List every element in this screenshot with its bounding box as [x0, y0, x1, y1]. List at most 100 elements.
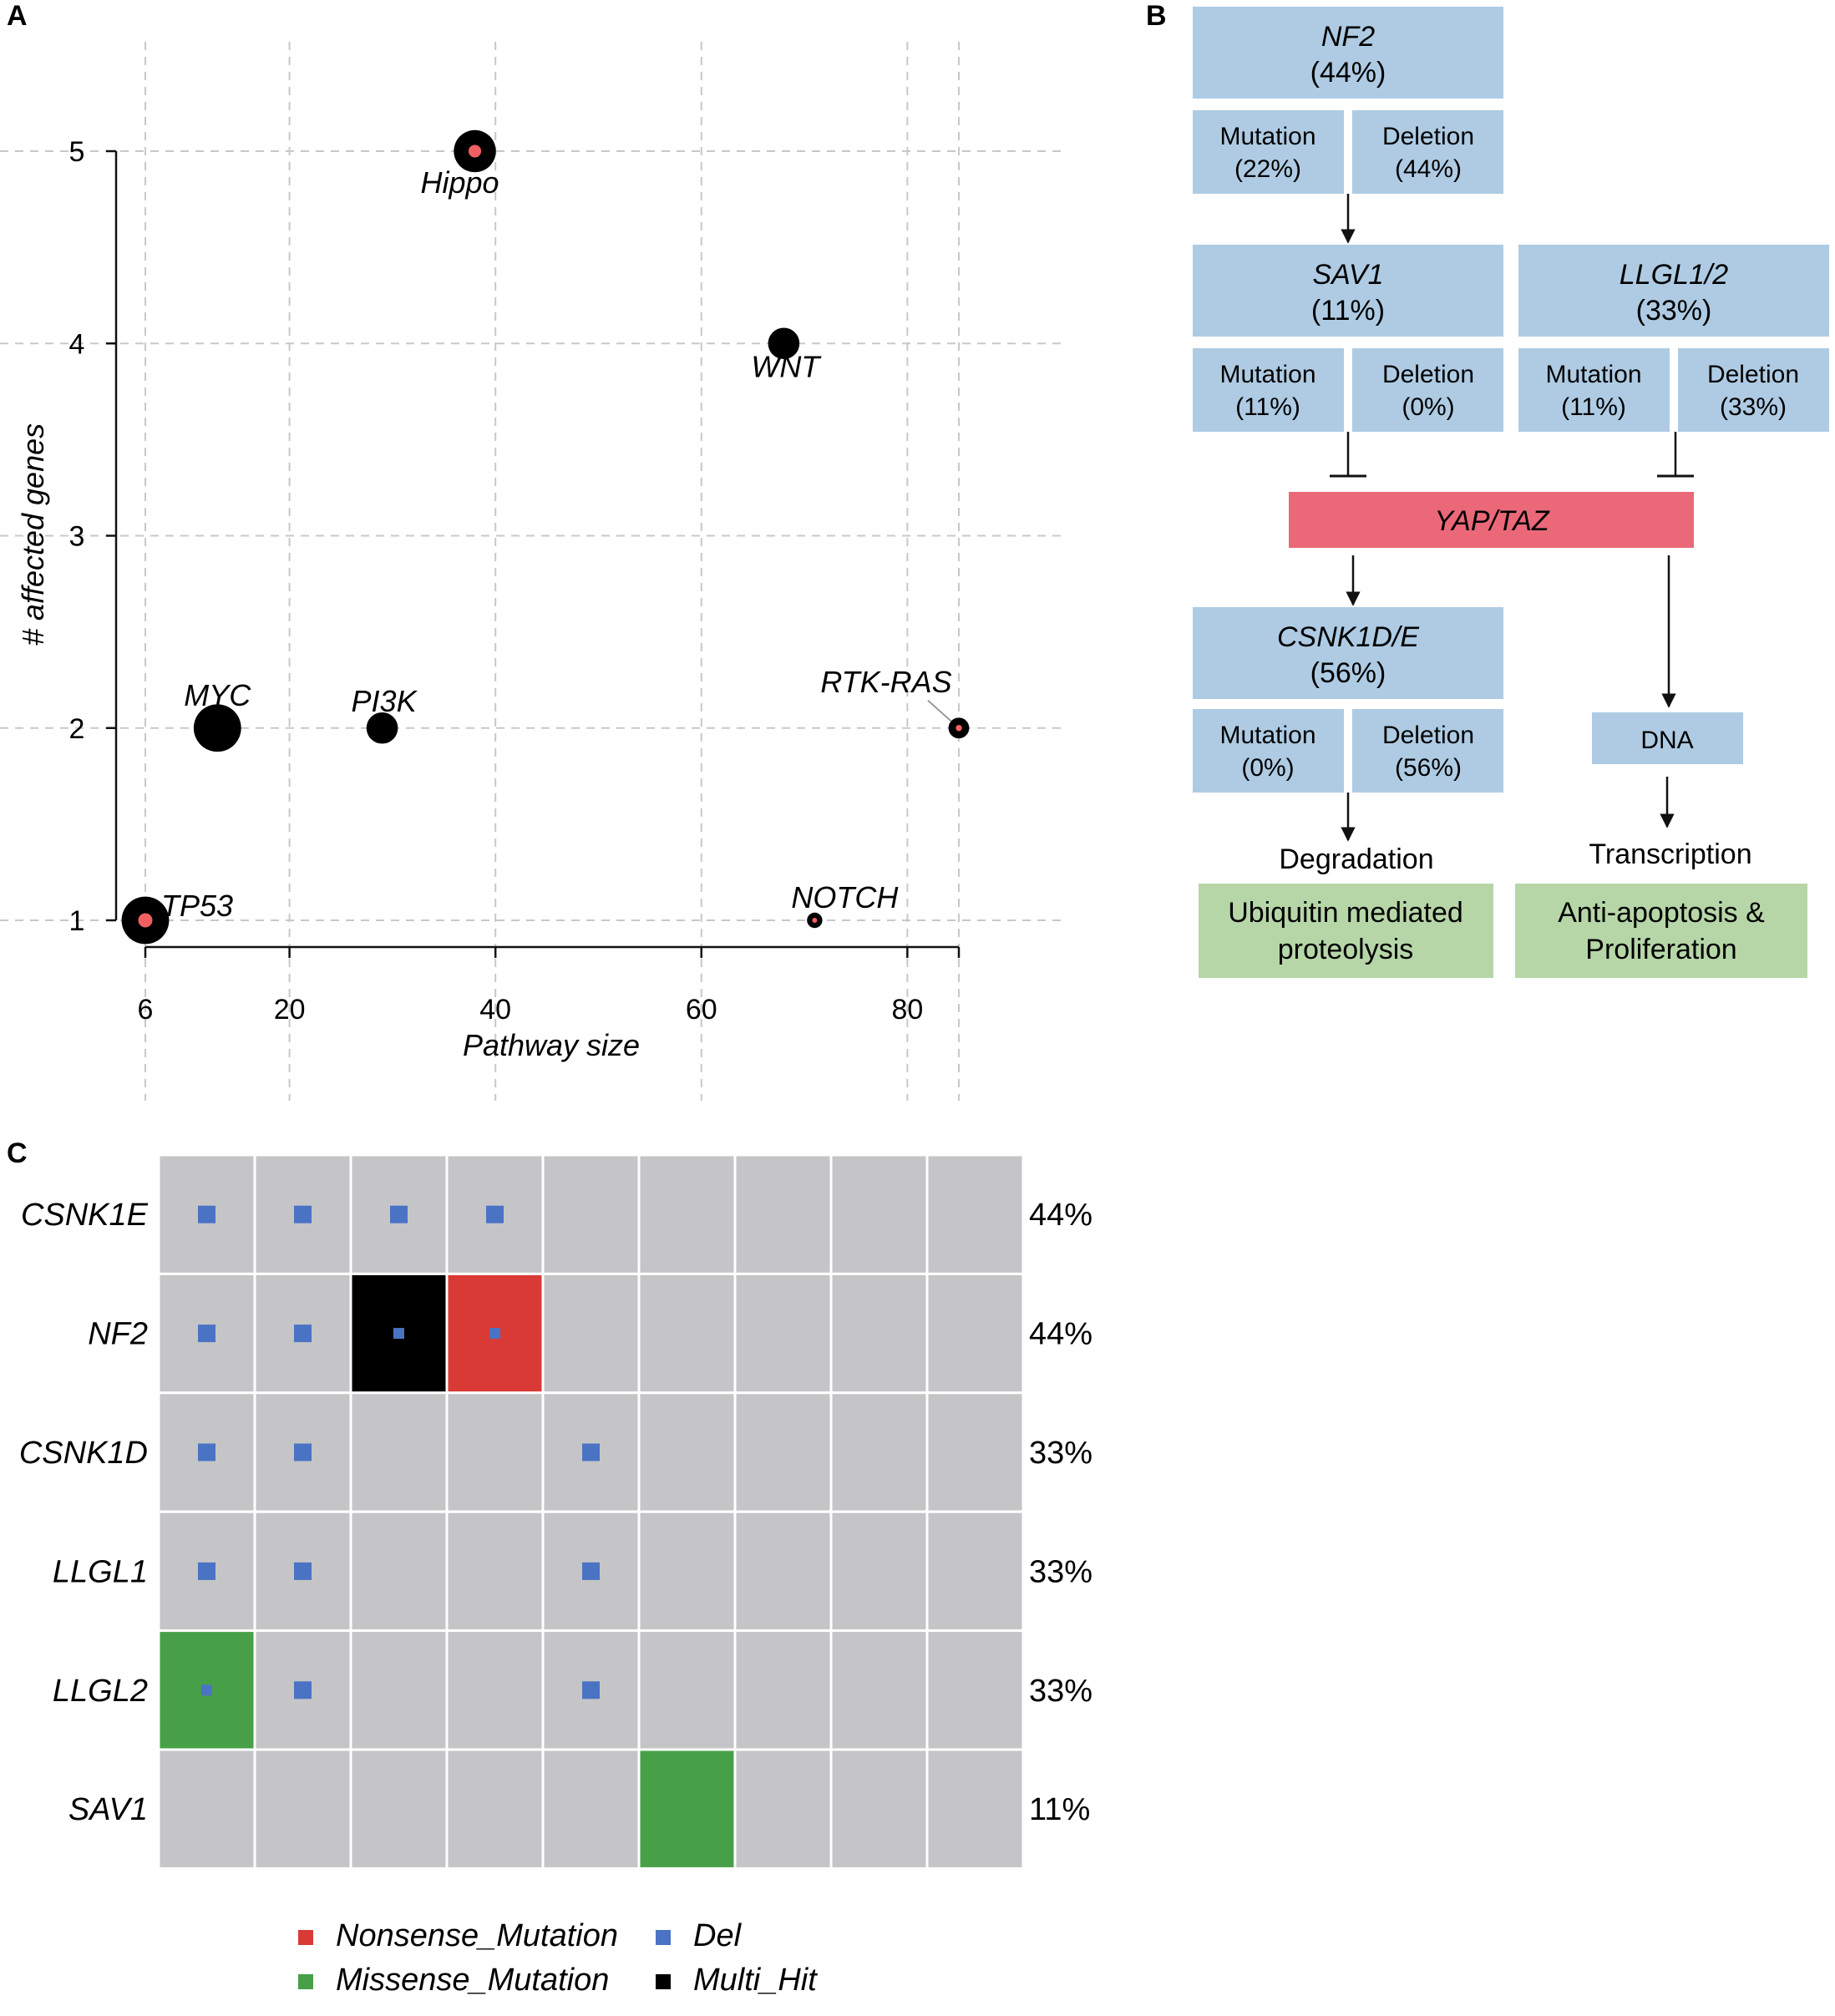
heat-cell [733, 1748, 833, 1870]
gene-label-csnk1e: CSNK1E [21, 1198, 149, 1233]
yap-taz-label: YAP/TAZ [1434, 505, 1550, 537]
heat-cell [637, 1748, 737, 1870]
heat-cell [637, 1391, 737, 1513]
heat-cell [733, 1629, 833, 1751]
antiapoptosis-line-1: Anti-apoptosis & [1558, 897, 1765, 929]
x-tick-label: 40 [479, 994, 511, 1026]
ubiquitin-line-1: Ubiquitin mediated [1228, 897, 1463, 929]
heat-cell [637, 1510, 737, 1633]
x-tick-label: 80 [891, 994, 923, 1026]
heat-cell [829, 1391, 929, 1513]
heat-cell [829, 1272, 929, 1395]
yap-taz-box [1289, 492, 1694, 548]
gene-percent: 33% [1029, 1674, 1092, 1709]
heat-cell [349, 1748, 449, 1870]
del-marker [198, 1562, 215, 1580]
nf2-mutation-box [1193, 110, 1344, 194]
llgl-box [1518, 245, 1829, 337]
csnk-pct: (56%) [1310, 657, 1386, 689]
nf2-deletion-pct: (44%) [1395, 155, 1462, 183]
del-marker [294, 1562, 312, 1580]
y-tick-label: 5 [69, 136, 85, 168]
nf2-pct: (44%) [1310, 57, 1386, 89]
del-marker [294, 1443, 312, 1461]
point-core-tp53 [138, 913, 153, 928]
heat-cell [253, 1748, 352, 1870]
heat-cell [733, 1510, 833, 1633]
legend-swatch-multi [656, 1974, 671, 1989]
x-axis-title: Pathway size [463, 1028, 640, 1062]
y-tick-label: 2 [69, 713, 85, 745]
heat-cell [349, 1629, 449, 1751]
del-marker [582, 1443, 600, 1461]
sav1-pct: (11%) [1311, 295, 1385, 327]
heat-cell [925, 1748, 1025, 1870]
heat-cell [829, 1629, 929, 1751]
heat-cell [829, 1748, 929, 1870]
heat-cell [349, 1391, 449, 1513]
csnk-mutation-label: Mutation [1219, 722, 1315, 749]
llgl-mutation-box [1518, 348, 1670, 432]
point-label-wnt: WNT [751, 349, 822, 383]
point-core-hippo [468, 144, 482, 158]
point-label-pi3k: PI3K [352, 684, 418, 718]
del-marker [294, 1325, 312, 1343]
csnk-deletion-pct: (56%) [1395, 754, 1462, 782]
point-label-notch: NOTCH [791, 880, 899, 914]
sav1-mutation-box [1193, 348, 1344, 432]
heat-cell [349, 1510, 449, 1633]
nf2-mutation-label: Mutation [1219, 123, 1315, 150]
sav1-deletion-label: Deletion [1382, 361, 1474, 388]
gene-percent: 11% [1029, 1792, 1090, 1827]
sav1-mutation-label: Mutation [1219, 361, 1315, 388]
heat-cell [733, 1153, 833, 1275]
sav1-name: SAV1 [1312, 259, 1383, 291]
transcription-label: Transcription [1589, 838, 1751, 870]
scatter-plot: 1 2 3 4 5 6 20 40 60 80 Pathway size # affected gen… [0, 42, 1061, 1101]
csnk-mutation-pct: (0%) [1241, 754, 1294, 782]
sav1-deletion-pct: (0%) [1402, 393, 1454, 421]
del-marker [294, 1205, 312, 1223]
del-marker [198, 1443, 215, 1461]
sav1-deletion-box [1352, 348, 1503, 432]
dna-label: DNA [1640, 727, 1693, 754]
point-label-myc: MYC [184, 678, 251, 712]
antiapoptosis-line-2: Proliferation [1585, 934, 1736, 965]
del-marker [201, 1684, 212, 1696]
gene-label-llgl1: LLGL1 [53, 1554, 148, 1589]
heat-cell [541, 1272, 641, 1395]
oncoplot: CSNK1E 44% NF2 44% CSNK1D 33% LLGL1 33% LLGL2 33%… [19, 1153, 1092, 1998]
y-tick-label: 3 [69, 521, 85, 553]
point-myc [193, 704, 241, 752]
del-marker [198, 1325, 215, 1343]
panel-c-letter: C [7, 1137, 28, 1169]
point-pi3k [366, 712, 398, 744]
sav1-mutation-pct: (11%) [1235, 393, 1300, 421]
degradation-label: Degradation [1279, 843, 1433, 875]
gene-label-nf2: NF2 [88, 1317, 148, 1352]
del-marker [486, 1205, 504, 1223]
legend-label-del: Del [693, 1918, 743, 1953]
nf2-name: NF2 [1321, 21, 1375, 53]
nf2-box [1193, 7, 1503, 99]
heat-cell [637, 1153, 737, 1275]
llgl-name: LLGL1/2 [1620, 259, 1729, 291]
legend-label-nonsense: Nonsense_Mutation [336, 1918, 618, 1953]
heat-cell [829, 1153, 929, 1275]
heat-cell [541, 1748, 641, 1870]
heat-cell [829, 1510, 929, 1633]
heat-cell [445, 1629, 545, 1751]
gene-label-llgl2: LLGL2 [53, 1674, 148, 1709]
heat-cell [445, 1510, 545, 1633]
gene-percent: 33% [1029, 1554, 1092, 1589]
x-tick-label: 20 [274, 994, 306, 1026]
heat-cell [925, 1510, 1025, 1633]
legend-swatch-del [656, 1930, 671, 1945]
panel-a-letter: A [7, 0, 28, 32]
nf2-deletion-label: Deletion [1382, 123, 1474, 150]
llgl-deletion-pct: (33%) [1720, 393, 1787, 421]
heat-cell [925, 1629, 1025, 1751]
ubiquitin-box [1199, 884, 1493, 978]
heat-cell [445, 1391, 545, 1513]
del-marker [294, 1681, 312, 1699]
